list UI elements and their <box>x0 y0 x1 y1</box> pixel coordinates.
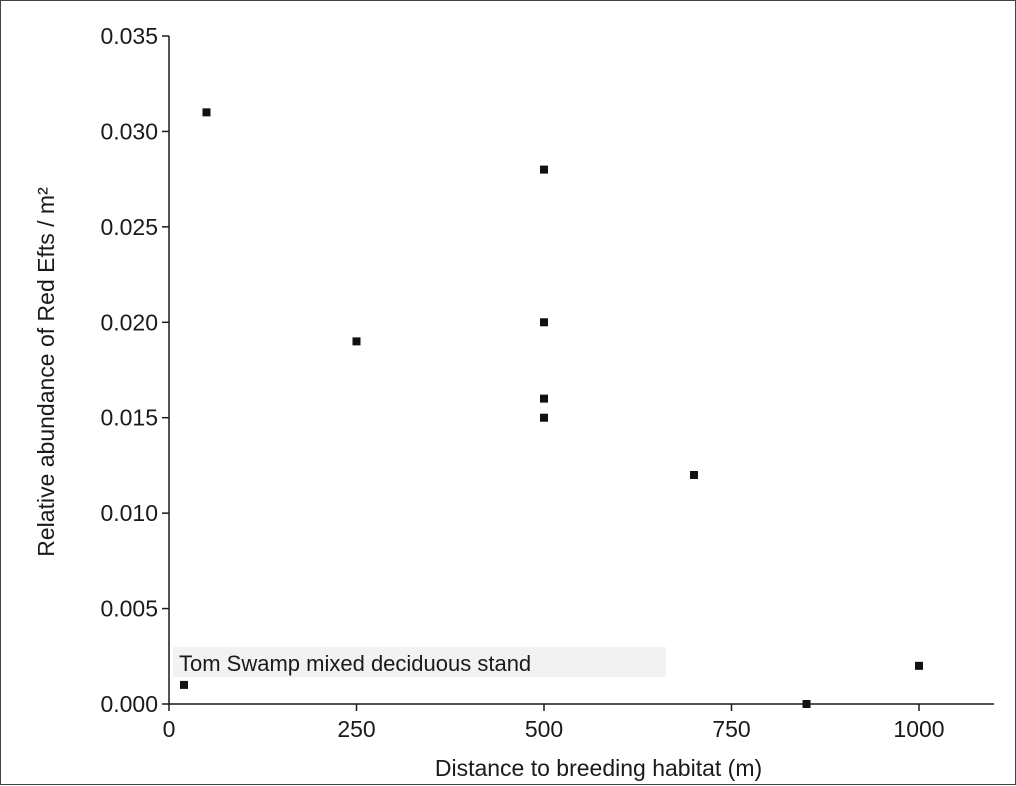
data-point <box>802 700 811 708</box>
y-tick-label: 0.030 <box>100 118 158 144</box>
y-tick-label: 0.035 <box>100 23 158 49</box>
x-tick-label: 250 <box>337 716 375 742</box>
data-point <box>540 318 548 327</box>
annotations: Tom Swamp mixed deciduous stand <box>173 647 666 677</box>
x-ticks: 0 250 500 750 1000 <box>163 704 945 742</box>
data-points <box>180 108 923 708</box>
data-point <box>540 165 548 174</box>
annotation-label: Tom Swamp mixed deciduous stand <box>179 651 531 676</box>
data-point <box>202 108 211 117</box>
y-tick-label: 0.005 <box>100 596 158 622</box>
x-tick-label: 750 <box>712 716 750 742</box>
data-point <box>540 413 548 422</box>
x-tick-label: 0 <box>163 716 176 742</box>
x-tick-label: 500 <box>525 716 563 742</box>
data-point <box>915 661 923 670</box>
y-tick-label: 0.025 <box>100 214 158 240</box>
data-point <box>540 394 548 403</box>
y-tick-label: 0.020 <box>100 309 158 335</box>
x-axis-title: Distance to breeding habitat (m) <box>435 755 762 781</box>
y-tick-label: 0.000 <box>100 691 158 717</box>
y-tick-label: 0.015 <box>100 405 158 431</box>
data-point <box>352 337 361 346</box>
y-axis-title: Relative abundance of Red Efts / m² <box>33 187 59 557</box>
y-ticks: 0.000 0.005 0.010 0.015 0.020 0.025 0.030 0.035 <box>100 23 169 717</box>
data-point <box>180 680 188 689</box>
data-point <box>690 470 698 479</box>
y-tick-label: 0.010 <box>100 500 158 526</box>
x-tick-label: 1000 <box>893 716 944 742</box>
axes <box>168 36 994 705</box>
annotation-background <box>173 647 666 677</box>
